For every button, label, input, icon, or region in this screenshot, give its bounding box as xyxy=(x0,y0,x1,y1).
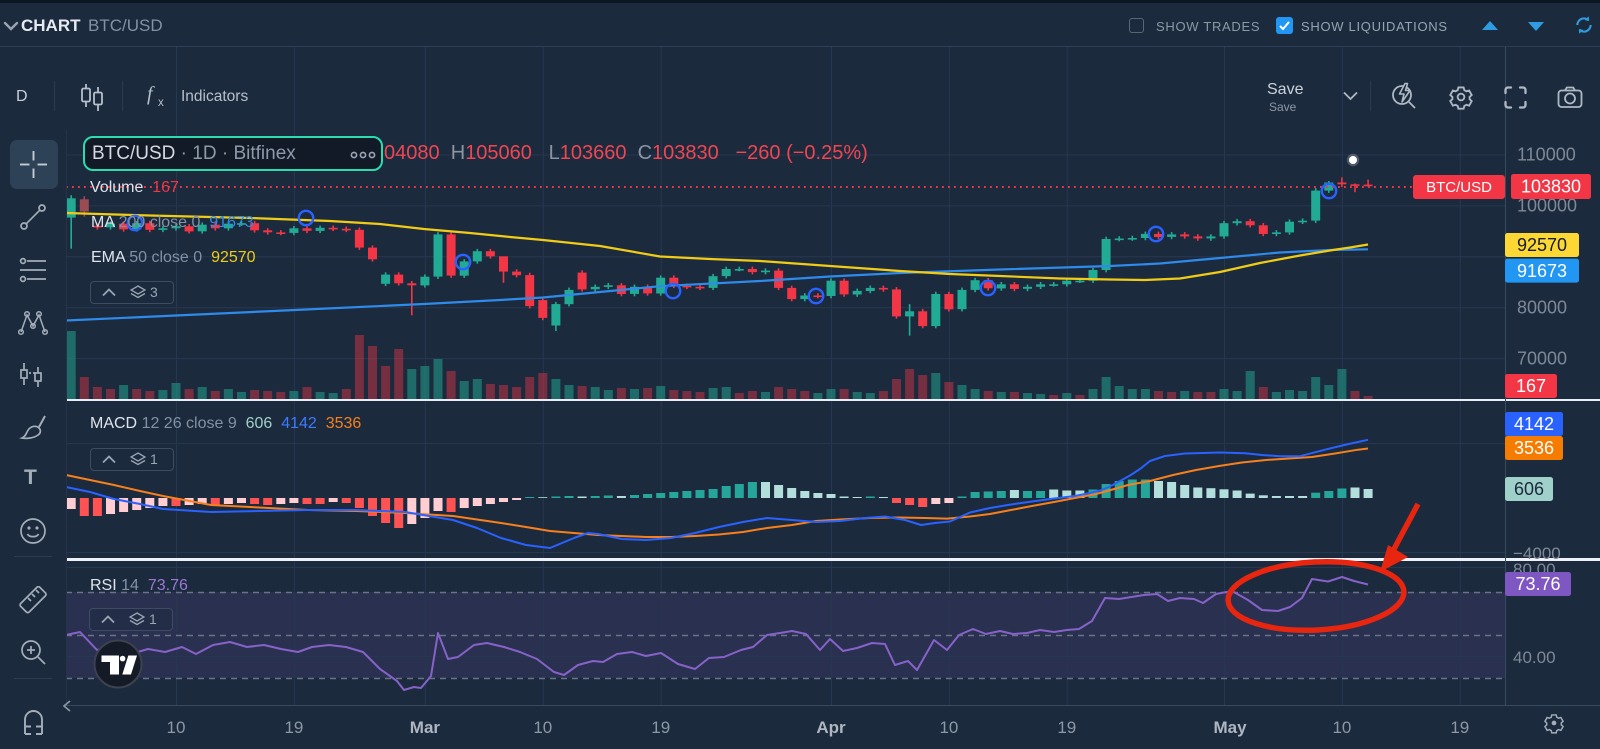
svg-text:3536: 3536 xyxy=(1514,438,1554,458)
svg-text:−4000: −4000 xyxy=(1513,544,1561,563)
svg-text:Apr: Apr xyxy=(816,718,846,737)
svg-text:91673: 91673 xyxy=(1517,261,1567,281)
svg-text:Mar: Mar xyxy=(410,718,441,737)
svg-text:606: 606 xyxy=(1514,479,1544,499)
svg-text:92570: 92570 xyxy=(1517,235,1567,255)
svg-text:10: 10 xyxy=(167,718,186,737)
svg-text:19: 19 xyxy=(284,718,303,737)
svg-text:10: 10 xyxy=(533,718,552,737)
svg-text:103830: 103830 xyxy=(1521,177,1581,197)
svg-text:19: 19 xyxy=(1450,718,1469,737)
svg-text:19: 19 xyxy=(1057,718,1076,737)
svg-text:167: 167 xyxy=(1516,376,1546,396)
svg-text:May: May xyxy=(1213,718,1247,737)
svg-text:80000: 80000 xyxy=(1517,297,1567,317)
svg-text:BTC/USD: BTC/USD xyxy=(1426,179,1492,196)
svg-text:110000: 110000 xyxy=(1517,145,1576,165)
svg-text:10: 10 xyxy=(939,718,958,737)
svg-text:40.00: 40.00 xyxy=(1513,648,1556,667)
svg-text:4142: 4142 xyxy=(1514,414,1554,434)
svg-text:70000: 70000 xyxy=(1517,348,1567,368)
svg-text:73.76: 73.76 xyxy=(1515,574,1560,594)
svg-text:10: 10 xyxy=(1332,718,1351,737)
svg-text:19: 19 xyxy=(651,718,670,737)
svg-text:100000: 100000 xyxy=(1517,196,1577,216)
